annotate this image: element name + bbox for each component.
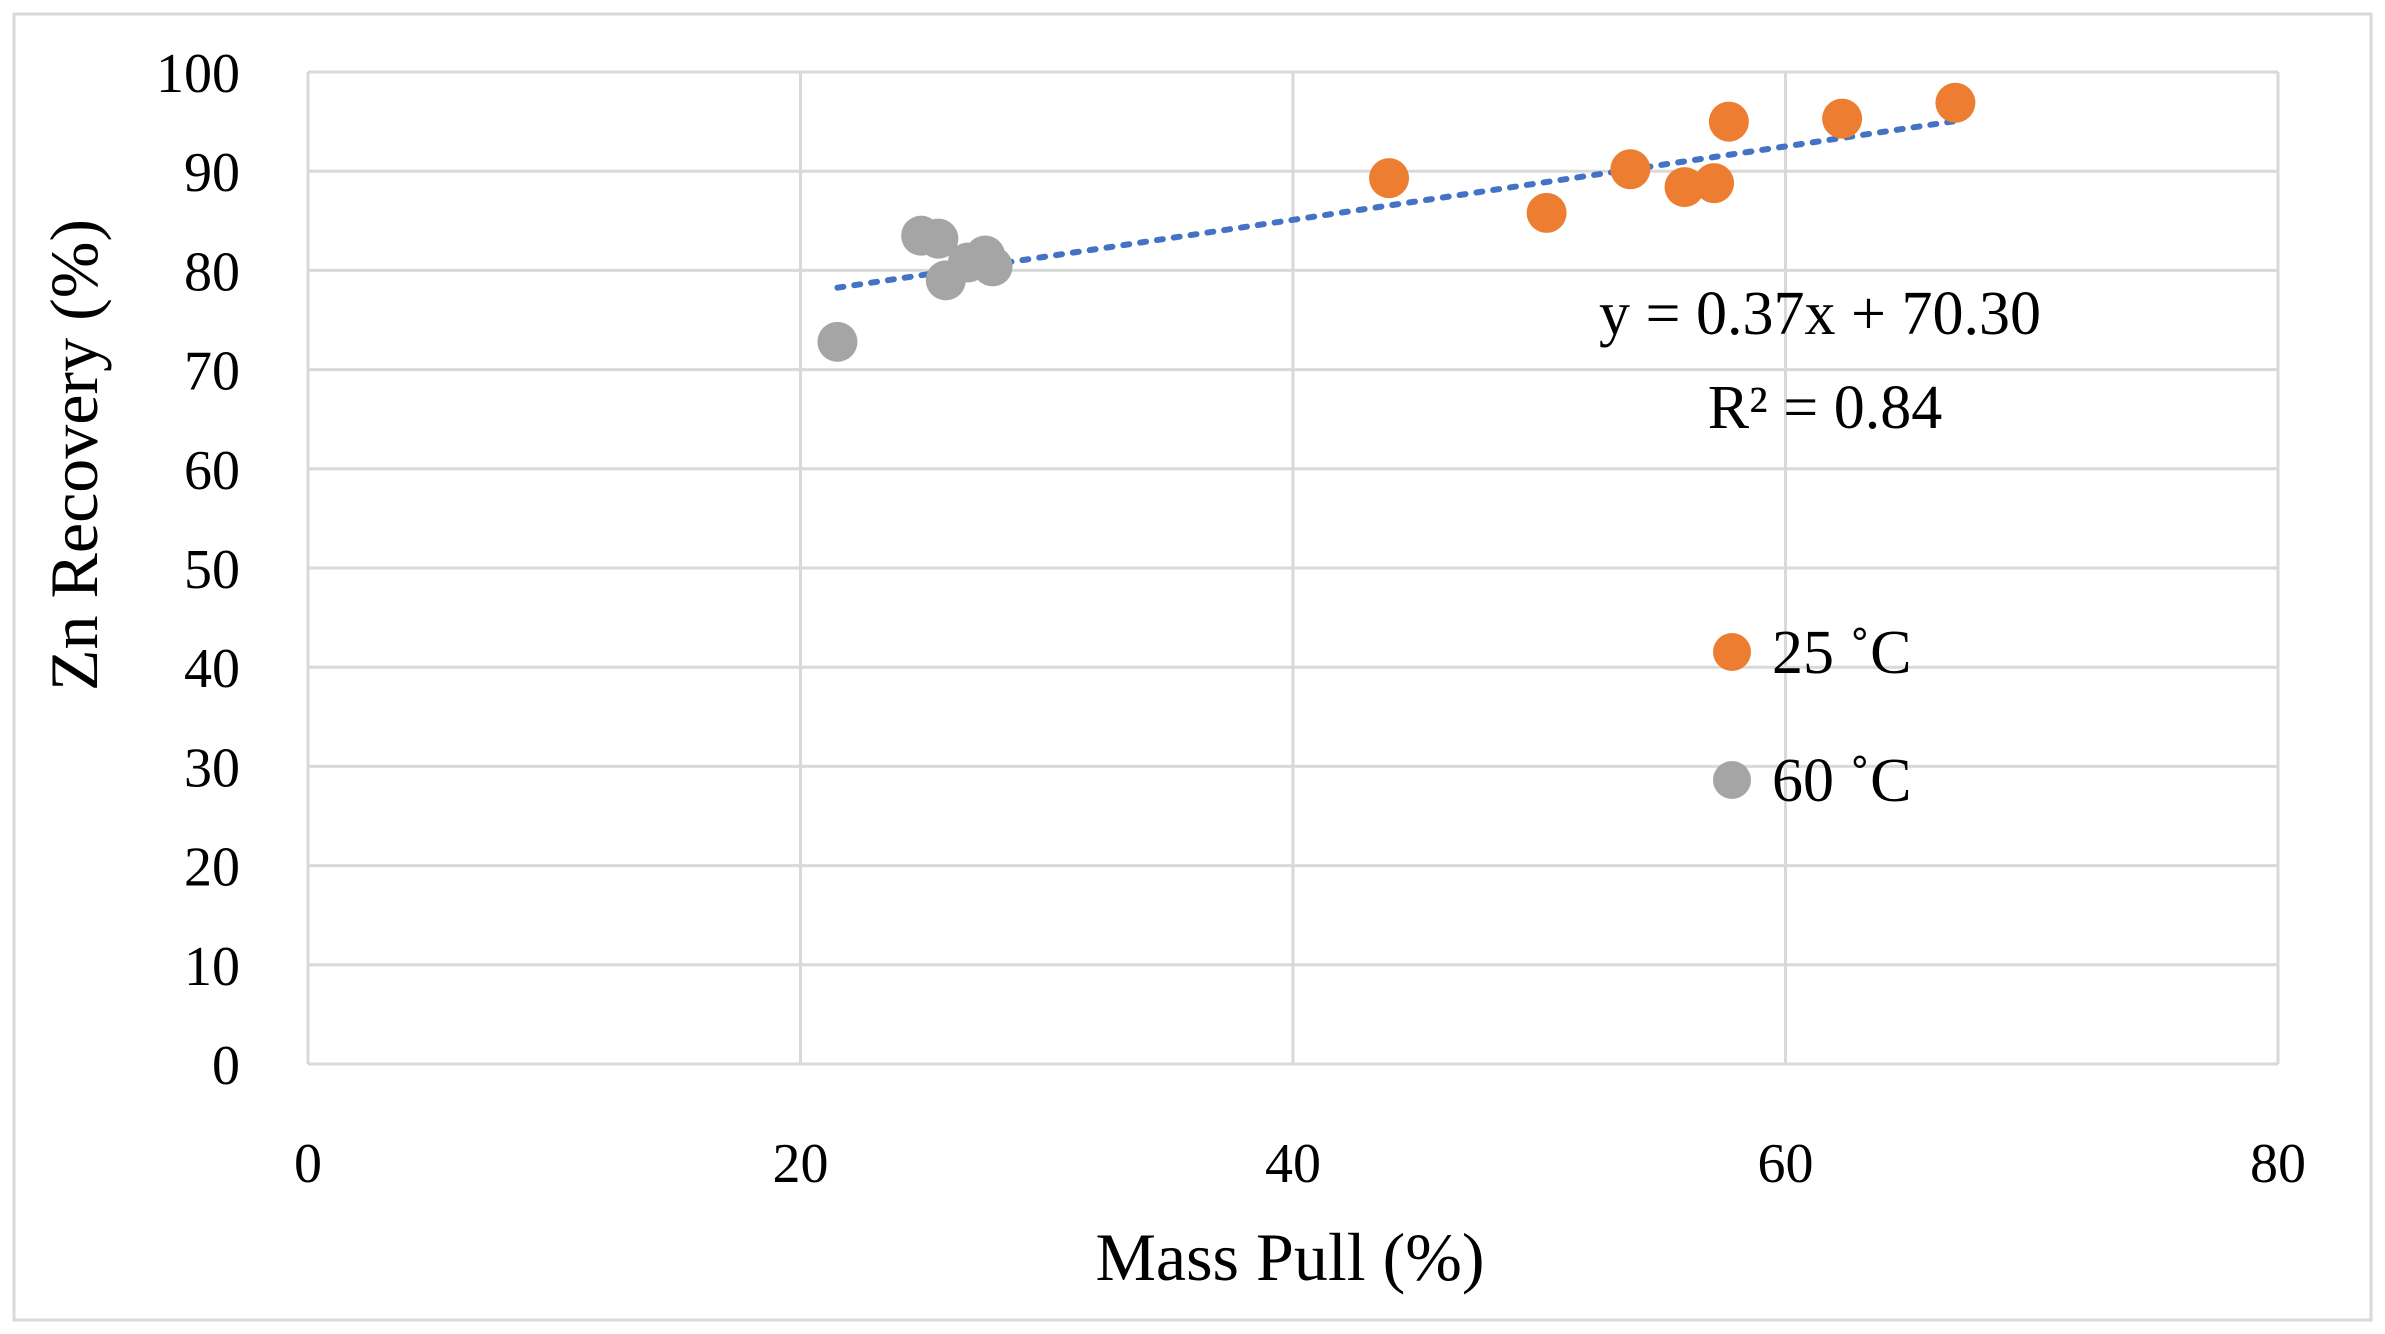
trendline-equation: y = 0.37x + 70.30 (1599, 280, 2041, 348)
y-axis-title: Zn Recovery (%) (36, 219, 112, 691)
legend-marker (1713, 633, 1751, 671)
y-tick-label: 0 (212, 1035, 240, 1097)
legend: 25 ˚C 60 ˚C (1713, 619, 1912, 815)
point-25c (1694, 163, 1735, 204)
legend-marker (1713, 761, 1751, 799)
y-tick-label: 10 (184, 936, 240, 998)
x-axis-title: Mass Pull (%) (1095, 1219, 1484, 1295)
point-25c (1935, 82, 1976, 123)
gridlines (306, 70, 2280, 1066)
y-tick-label: 30 (184, 737, 240, 799)
data-points (817, 82, 1976, 362)
y-tick-label: 80 (184, 241, 240, 303)
y-tick-label: 20 (184, 837, 240, 899)
point-60c (918, 218, 959, 259)
y-axis-ticks: 0 10 20 30 40 50 60 70 80 90 100 (156, 43, 240, 1097)
point-25c (1664, 167, 1705, 208)
trendline-r-squared: R² = 0.84 (1708, 374, 1942, 442)
x-tick-label: 40 (1265, 1133, 1321, 1195)
y-tick-label: 100 (156, 43, 240, 105)
point-25c (1369, 158, 1410, 199)
y-tick-label: 50 (184, 539, 240, 601)
x-axis-ticks: 0 20 40 60 80 (294, 1133, 2306, 1195)
x-tick-label: 80 (2250, 1133, 2306, 1195)
x-tick-label: 0 (294, 1133, 322, 1195)
trendline (834, 118, 1959, 291)
point-60c (817, 321, 858, 362)
x-tick-label: 60 (1758, 1133, 1814, 1195)
y-tick-label: 40 (184, 638, 240, 700)
trendline-line (834, 118, 1959, 291)
legend-label: 60 ˚C (1772, 747, 1912, 815)
y-tick-label: 60 (184, 440, 240, 502)
point-25c (1526, 192, 1567, 233)
point-25c (1708, 101, 1749, 142)
x-tick-label: 20 (773, 1133, 829, 1195)
point-25c (1822, 98, 1863, 139)
point-60c (972, 246, 1013, 287)
point-25c (1610, 149, 1651, 190)
y-tick-label: 90 (184, 142, 240, 204)
y-tick-label: 70 (184, 341, 240, 403)
legend-label: 25 ˚C (1772, 619, 1912, 687)
